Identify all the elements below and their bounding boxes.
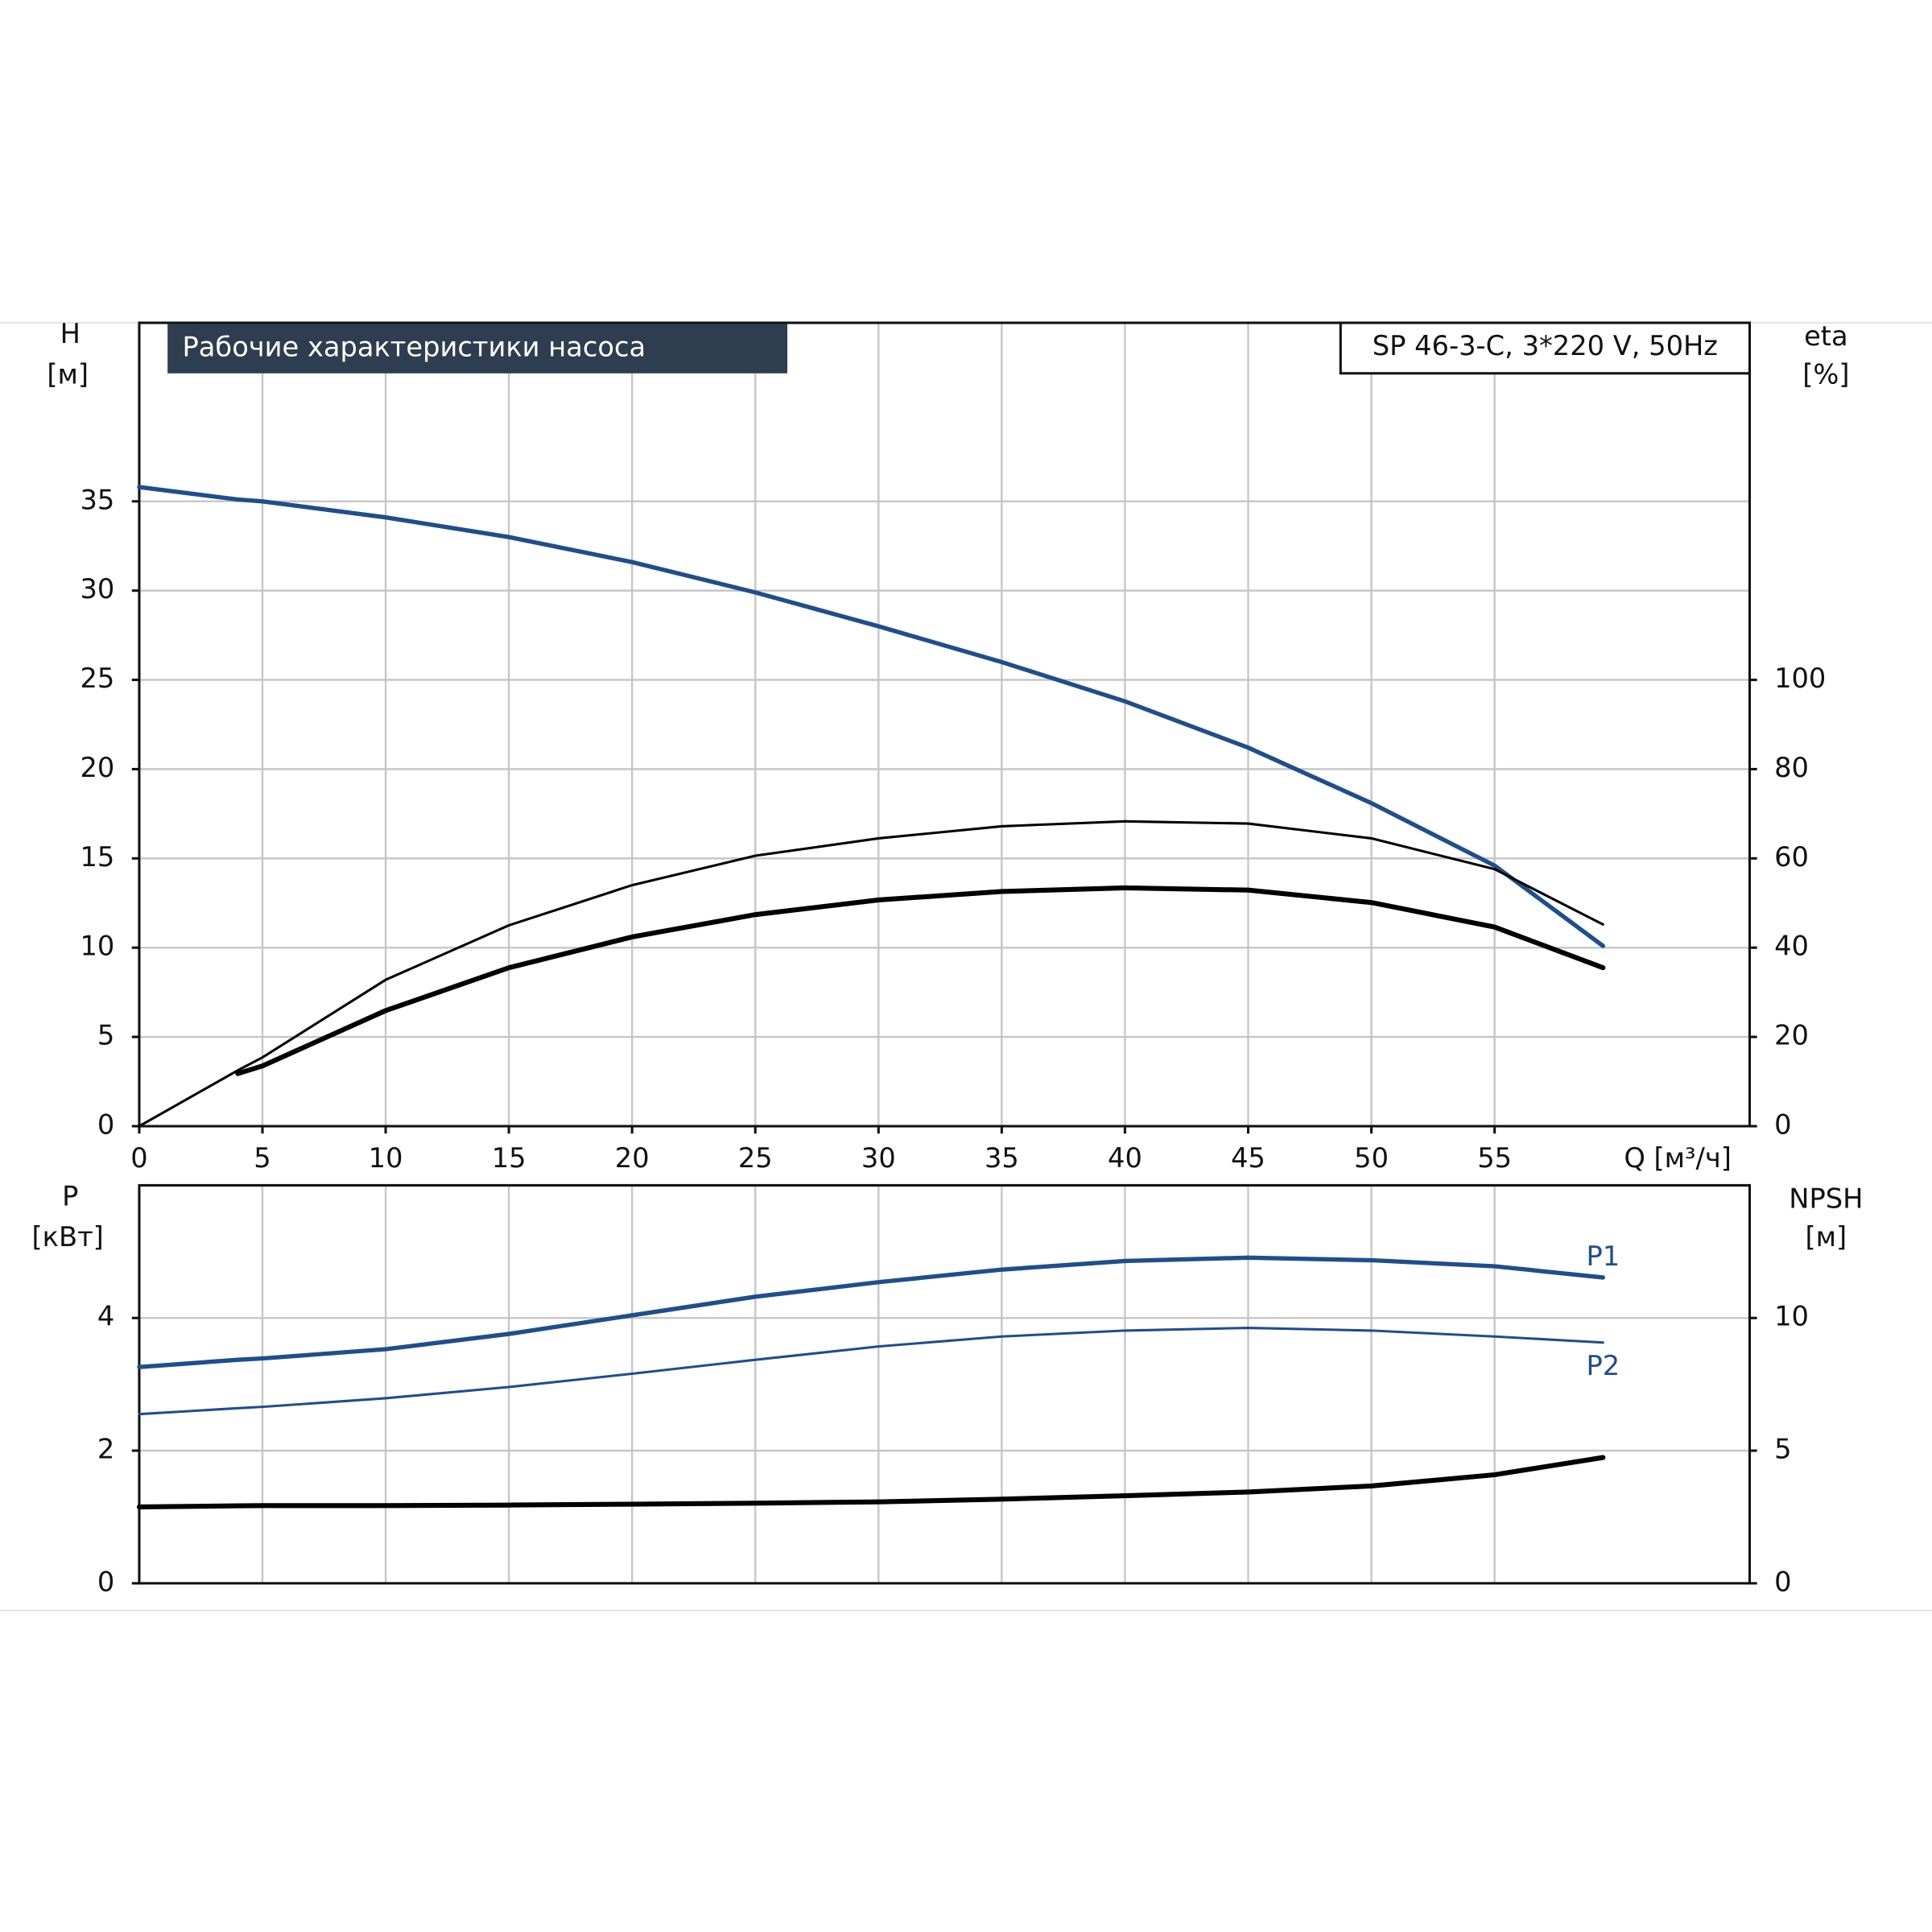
curve [138, 1327, 1604, 1416]
y2-tick-label: 100 [1774, 663, 1826, 694]
y-tick-label: 5 [97, 1020, 114, 1051]
x-tick-label: 30 [861, 1142, 896, 1174]
y-tick-label: 0 [97, 1566, 114, 1597]
y2-tick-label: 10 [1774, 1301, 1809, 1332]
y-tick-label: 25 [80, 663, 115, 694]
y2-axis-unit: [%] [1802, 358, 1849, 390]
y2-tick-label: 0 [1774, 1566, 1791, 1597]
y-axis-unit: [кВт] [32, 1221, 104, 1253]
y2-axis-label: NPSH [1789, 1183, 1863, 1214]
chart-subtitle: SP 46-3-C, 3*220 V, 50Hz [1373, 330, 1718, 361]
x-axis-label: Q [м³/ч] [1624, 1142, 1732, 1174]
curve [136, 1455, 1606, 1509]
y-tick-label: 2 [97, 1434, 114, 1465]
curve [138, 819, 1604, 1128]
y2-tick-label: 80 [1774, 752, 1809, 783]
y-tick-label: 4 [97, 1301, 114, 1332]
x-tick-label: 25 [738, 1142, 773, 1174]
y2-tick-label: 5 [1774, 1434, 1791, 1465]
x-tick-label: 0 [130, 1142, 147, 1174]
y-tick-label: 15 [80, 841, 115, 873]
x-tick-label: 45 [1231, 1142, 1265, 1174]
y2-tick-label: 20 [1774, 1020, 1809, 1051]
x-tick-label: 10 [369, 1142, 403, 1174]
y2-axis-unit: [м] [1806, 1221, 1847, 1253]
series-label: P2 [1586, 1350, 1620, 1381]
model-box [1339, 321, 1751, 375]
series-label: P1 [1586, 1241, 1620, 1272]
curve [137, 485, 1606, 948]
x-tick-label: 15 [492, 1142, 526, 1174]
y-tick-label: 0 [97, 1108, 114, 1140]
curve [137, 1255, 1606, 1369]
y-tick-label: 10 [80, 931, 115, 962]
chart-title: Рабочие характеристики насоса [183, 332, 646, 363]
x-tick-label: 55 [1477, 1142, 1512, 1174]
y-axis-label: P [62, 1180, 78, 1212]
y-axis-label: H [60, 318, 80, 349]
title-box [167, 324, 788, 374]
y2-tick-label: 40 [1774, 931, 1809, 962]
x-tick-label: 50 [1354, 1142, 1389, 1174]
y-tick-label: 35 [80, 484, 115, 515]
x-tick-label: 20 [615, 1142, 650, 1174]
y2-tick-label: 60 [1774, 841, 1809, 873]
plot-frame [138, 321, 1751, 1128]
curve [235, 885, 1606, 1076]
x-tick-label: 5 [254, 1142, 270, 1174]
plot-frame [138, 1183, 1751, 1585]
y-axis-unit: [м] [47, 358, 89, 390]
y2-axis-label: eta [1804, 320, 1848, 352]
x-tick-label: 40 [1108, 1142, 1142, 1174]
y-tick-label: 20 [80, 752, 115, 783]
x-tick-label: 35 [985, 1142, 1019, 1174]
y2-tick-label: 0 [1774, 1108, 1791, 1140]
y-tick-label: 30 [80, 573, 115, 605]
